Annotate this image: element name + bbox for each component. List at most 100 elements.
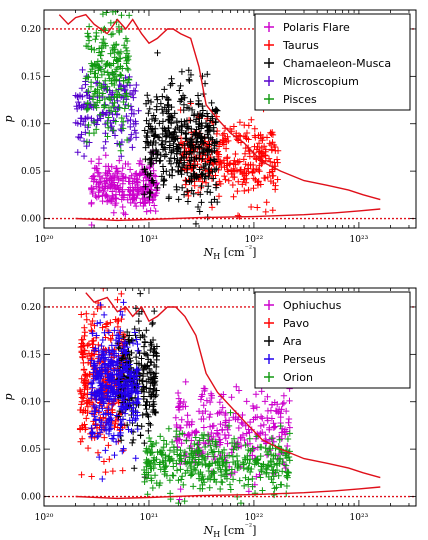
data-point: [269, 469, 276, 477]
data-point: [153, 353, 160, 360]
data-point: [134, 340, 141, 348]
data-point: [181, 448, 189, 456]
plot-area: [44, 10, 416, 228]
data-point: [206, 398, 214, 406]
data-point: [152, 154, 160, 162]
data-point: [145, 445, 153, 453]
data-point: [141, 127, 148, 134]
data-point: [253, 404, 261, 411]
data-point: [85, 87, 92, 95]
data-point: [123, 47, 131, 55]
data-point: [180, 101, 188, 108]
data-point: [114, 182, 121, 189]
data-point: [124, 328, 131, 336]
data-point: [262, 208, 269, 216]
data-point: [147, 189, 154, 197]
data-point: [230, 435, 238, 442]
data-point: [186, 77, 193, 85]
data-point: [214, 198, 221, 206]
data-point: [209, 449, 216, 456]
data-point: [118, 369, 125, 376]
data-point: [243, 129, 251, 137]
data-point: [75, 133, 82, 141]
data-point: [159, 457, 166, 465]
data-point: [277, 455, 284, 462]
data-point: [217, 439, 224, 446]
data-point: [179, 92, 187, 99]
data-point: [119, 354, 126, 362]
data-point: [111, 352, 118, 359]
data-point: [147, 98, 155, 106]
data-point: [146, 181, 153, 188]
data-point: [110, 179, 117, 186]
data-point: [113, 331, 121, 339]
data-point: [267, 158, 274, 165]
data-point: [127, 135, 134, 143]
data-point: [168, 75, 175, 82]
data-point: [283, 472, 290, 480]
x-tick-label: 10²³: [350, 235, 369, 245]
data-point: [96, 92, 103, 100]
data-point: [135, 107, 142, 114]
data-point: [88, 327, 95, 334]
data-point: [102, 77, 109, 84]
data-point: [173, 117, 181, 125]
data-point: [109, 10, 117, 16]
data-point: [104, 277, 110, 283]
data-point: [258, 443, 265, 451]
data-point: [127, 370, 135, 377]
data-point: [112, 87, 120, 95]
data-point: [94, 116, 101, 123]
data-point: [147, 438, 155, 445]
data-point: [200, 140, 207, 147]
data-point: [159, 118, 167, 125]
data-point: [187, 464, 195, 472]
data-point: [177, 398, 184, 405]
data-point: [272, 423, 279, 430]
data-point: [171, 136, 178, 144]
data-point: [225, 137, 232, 145]
data-point: [199, 111, 206, 119]
data-point: [166, 447, 174, 454]
data-point: [167, 160, 175, 167]
data-point: [120, 118, 127, 125]
data-point: [239, 459, 247, 466]
data-point: [208, 99, 215, 107]
legend-label: Ophiuchus: [283, 299, 342, 312]
data-point: [178, 154, 185, 162]
data-point: [142, 168, 149, 176]
data-point: [195, 101, 202, 108]
data-point: [216, 399, 224, 406]
data-point: [97, 82, 105, 90]
data-point: [175, 395, 183, 402]
data-point: [96, 379, 103, 387]
data-point: [104, 407, 111, 414]
data-point: [171, 110, 178, 117]
data-point: [212, 443, 220, 450]
data-point: [199, 102, 206, 110]
data-point: [128, 427, 135, 435]
data-point: [87, 68, 94, 76]
data-point: [123, 82, 131, 89]
data-point: [91, 101, 98, 109]
data-point: [225, 422, 233, 430]
data-point: [149, 408, 157, 416]
data-point: [257, 413, 265, 420]
data-point: [111, 327, 118, 334]
data-point: [285, 469, 292, 477]
data-point: [129, 388, 136, 395]
data-point: [114, 379, 121, 386]
data-point: [135, 160, 143, 167]
data-point: [200, 476, 207, 483]
data-point: [270, 179, 277, 187]
data-point: [98, 418, 105, 426]
data-point: [138, 355, 145, 362]
data-point: [131, 464, 138, 472]
data-point: [117, 55, 124, 62]
data-point: [208, 199, 215, 206]
data-point: [286, 424, 293, 431]
data-point: [170, 448, 178, 456]
data-point: [205, 173, 212, 181]
data-point: [282, 452, 289, 459]
data-point: [78, 471, 85, 478]
